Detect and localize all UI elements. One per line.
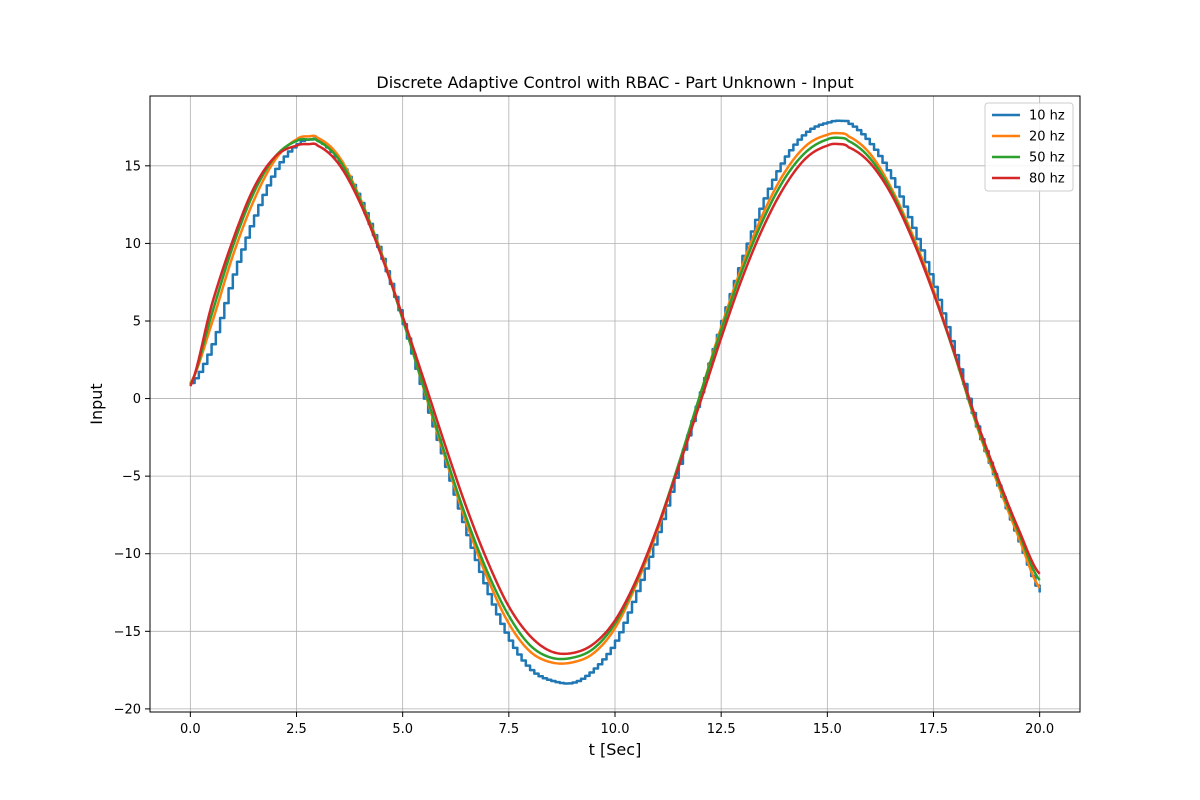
series-line <box>189 142 1041 656</box>
legend: 10 hz 20 hz 50 hz 80 hz <box>984 102 1074 192</box>
x-tick-label: 7.5 <box>498 722 519 737</box>
grid <box>150 96 1080 712</box>
y-axis-label: Input <box>87 383 106 424</box>
y-axis-ticks: −20 −15 −10 −5 0 5 10 15 <box>114 159 150 717</box>
legend-label: 80 hz <box>1029 172 1065 187</box>
x-tick-label: 10.0 <box>601 722 630 737</box>
series-line <box>189 131 1041 665</box>
x-tick-label: 2.5 <box>286 722 307 737</box>
chart-title: Discrete Adaptive Control with RBAC - Pa… <box>376 73 853 92</box>
x-tick-label: 20.0 <box>1025 722 1054 737</box>
y-tick-label: −5 <box>122 470 141 485</box>
legend-label: 20 hz <box>1029 130 1065 145</box>
y-tick-label: −20 <box>114 702 141 717</box>
y-tick-label: 15 <box>124 159 141 174</box>
x-tick-label: 12.5 <box>707 722 736 737</box>
x-tick-label: 5.0 <box>392 722 413 737</box>
legend-box <box>984 102 1074 192</box>
y-tick-label: 0 <box>133 392 141 407</box>
legend-label: 10 hz <box>1029 109 1065 124</box>
y-tick-label: −15 <box>114 625 141 640</box>
x-tick-label: 17.5 <box>919 722 948 737</box>
x-tick-label: 15.0 <box>813 722 842 737</box>
y-tick-label: 5 <box>133 314 141 329</box>
x-tick-label: 0.0 <box>180 722 201 737</box>
series-group <box>189 119 1041 685</box>
y-tick-label: 10 <box>124 237 141 252</box>
x-axis-label: t [Sec] <box>589 740 642 759</box>
y-tick-label: −10 <box>114 547 141 562</box>
legend-label: 50 hz <box>1029 151 1065 166</box>
x-axis-ticks: 0.0 2.5 5.0 7.5 10.0 12.5 15.0 17.5 20.0 <box>180 712 1054 737</box>
